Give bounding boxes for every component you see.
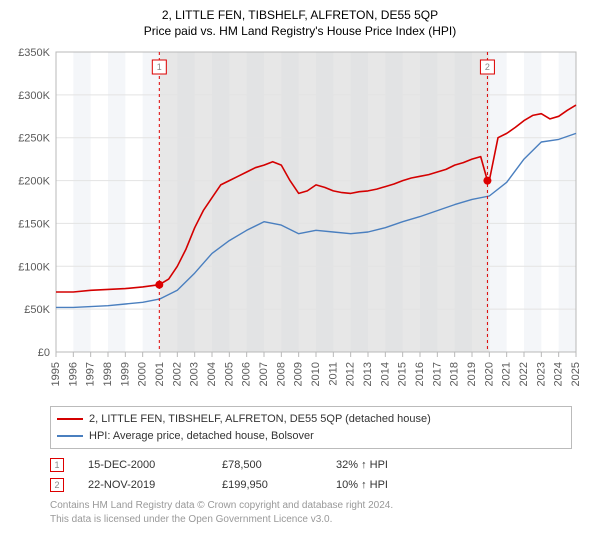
svg-text:2018: 2018 bbox=[449, 362, 461, 386]
svg-text:2025: 2025 bbox=[570, 362, 582, 386]
transaction-table: 1 15-DEC-2000 £78,500 32% ↑ HPI 2 22-NOV-2019… bbox=[50, 455, 572, 495]
svg-text:1: 1 bbox=[157, 62, 162, 72]
footer-line: Contains HM Land Registry data © Crown c… bbox=[50, 499, 588, 513]
line-chart: £0 £50K £100K £150K £200K £250K £300K £350K 1995… bbox=[12, 46, 588, 402]
legend-label: 2, LITTLE FEN, TIBSHELF, ALFRETON, DE55 … bbox=[89, 411, 431, 428]
svg-text:£100K: £100K bbox=[18, 261, 50, 273]
svg-text:1996: 1996 bbox=[67, 362, 79, 386]
svg-text:2009: 2009 bbox=[293, 362, 305, 386]
svg-text:2020: 2020 bbox=[483, 362, 495, 386]
svg-text:2000: 2000 bbox=[137, 362, 149, 386]
svg-text:2021: 2021 bbox=[501, 362, 513, 386]
svg-text:2023: 2023 bbox=[535, 362, 547, 386]
svg-text:1998: 1998 bbox=[102, 362, 114, 386]
chart-container: £0 £50K £100K £150K £200K £250K £300K £350K 1995… bbox=[12, 46, 588, 402]
transaction-price: £199,950 bbox=[222, 479, 312, 491]
svg-text:£200K: £200K bbox=[18, 176, 50, 188]
svg-text:2004: 2004 bbox=[206, 362, 218, 386]
svg-text:2: 2 bbox=[485, 62, 490, 72]
legend-swatch bbox=[57, 418, 83, 420]
transaction-date: 15-DEC-2000 bbox=[88, 459, 198, 471]
legend-item: 2, LITTLE FEN, TIBSHELF, ALFRETON, DE55 … bbox=[57, 411, 565, 428]
svg-text:2019: 2019 bbox=[466, 362, 478, 386]
svg-text:2005: 2005 bbox=[223, 362, 235, 386]
svg-text:2010: 2010 bbox=[310, 362, 322, 386]
legend-label: HPI: Average price, detached house, Bols… bbox=[89, 428, 314, 445]
table-row: 1 15-DEC-2000 £78,500 32% ↑ HPI bbox=[50, 455, 572, 475]
svg-text:2012: 2012 bbox=[345, 362, 357, 386]
svg-text:2014: 2014 bbox=[379, 362, 391, 386]
svg-text:£50K: £50K bbox=[24, 304, 50, 316]
page-subtitle: Price paid vs. HM Land Registry's House … bbox=[12, 24, 588, 38]
svg-text:2007: 2007 bbox=[258, 362, 270, 386]
legend-item: HPI: Average price, detached house, Bols… bbox=[57, 428, 565, 445]
legend-swatch bbox=[57, 435, 83, 437]
transaction-date: 22-NOV-2019 bbox=[88, 479, 198, 491]
svg-text:£150K: £150K bbox=[18, 218, 50, 230]
footer: Contains HM Land Registry data © Crown c… bbox=[50, 499, 588, 526]
transaction-price: £78,500 bbox=[222, 459, 312, 471]
svg-text:2002: 2002 bbox=[171, 362, 183, 386]
transaction-marker: 1 bbox=[50, 458, 64, 472]
svg-text:2011: 2011 bbox=[327, 362, 339, 386]
svg-text:2016: 2016 bbox=[414, 362, 426, 386]
svg-text:£350K: £350K bbox=[18, 47, 50, 59]
svg-text:2001: 2001 bbox=[154, 362, 166, 386]
footer-line: This data is licensed under the Open Gov… bbox=[50, 513, 588, 527]
transaction-diff: 32% ↑ HPI bbox=[336, 459, 436, 471]
svg-text:2017: 2017 bbox=[431, 362, 443, 386]
page-title: 2, LITTLE FEN, TIBSHELF, ALFRETON, DE55 … bbox=[12, 8, 588, 22]
svg-text:2015: 2015 bbox=[397, 362, 409, 386]
svg-text:2013: 2013 bbox=[362, 362, 374, 386]
svg-text:£250K: £250K bbox=[18, 133, 50, 145]
svg-text:£0: £0 bbox=[38, 347, 50, 359]
transaction-marker: 2 bbox=[50, 478, 64, 492]
svg-text:2006: 2006 bbox=[241, 362, 253, 386]
svg-text:2022: 2022 bbox=[518, 362, 530, 386]
legend: 2, LITTLE FEN, TIBSHELF, ALFRETON, DE55 … bbox=[50, 406, 572, 449]
svg-text:2003: 2003 bbox=[189, 362, 201, 386]
svg-text:£300K: £300K bbox=[18, 90, 50, 102]
svg-text:1995: 1995 bbox=[50, 362, 62, 386]
svg-text:1997: 1997 bbox=[85, 362, 97, 386]
svg-text:2024: 2024 bbox=[553, 362, 565, 386]
table-row: 2 22-NOV-2019 £199,950 10% ↑ HPI bbox=[50, 475, 572, 495]
svg-text:2008: 2008 bbox=[275, 362, 287, 386]
transaction-diff: 10% ↑ HPI bbox=[336, 479, 436, 491]
svg-text:1999: 1999 bbox=[119, 362, 131, 386]
